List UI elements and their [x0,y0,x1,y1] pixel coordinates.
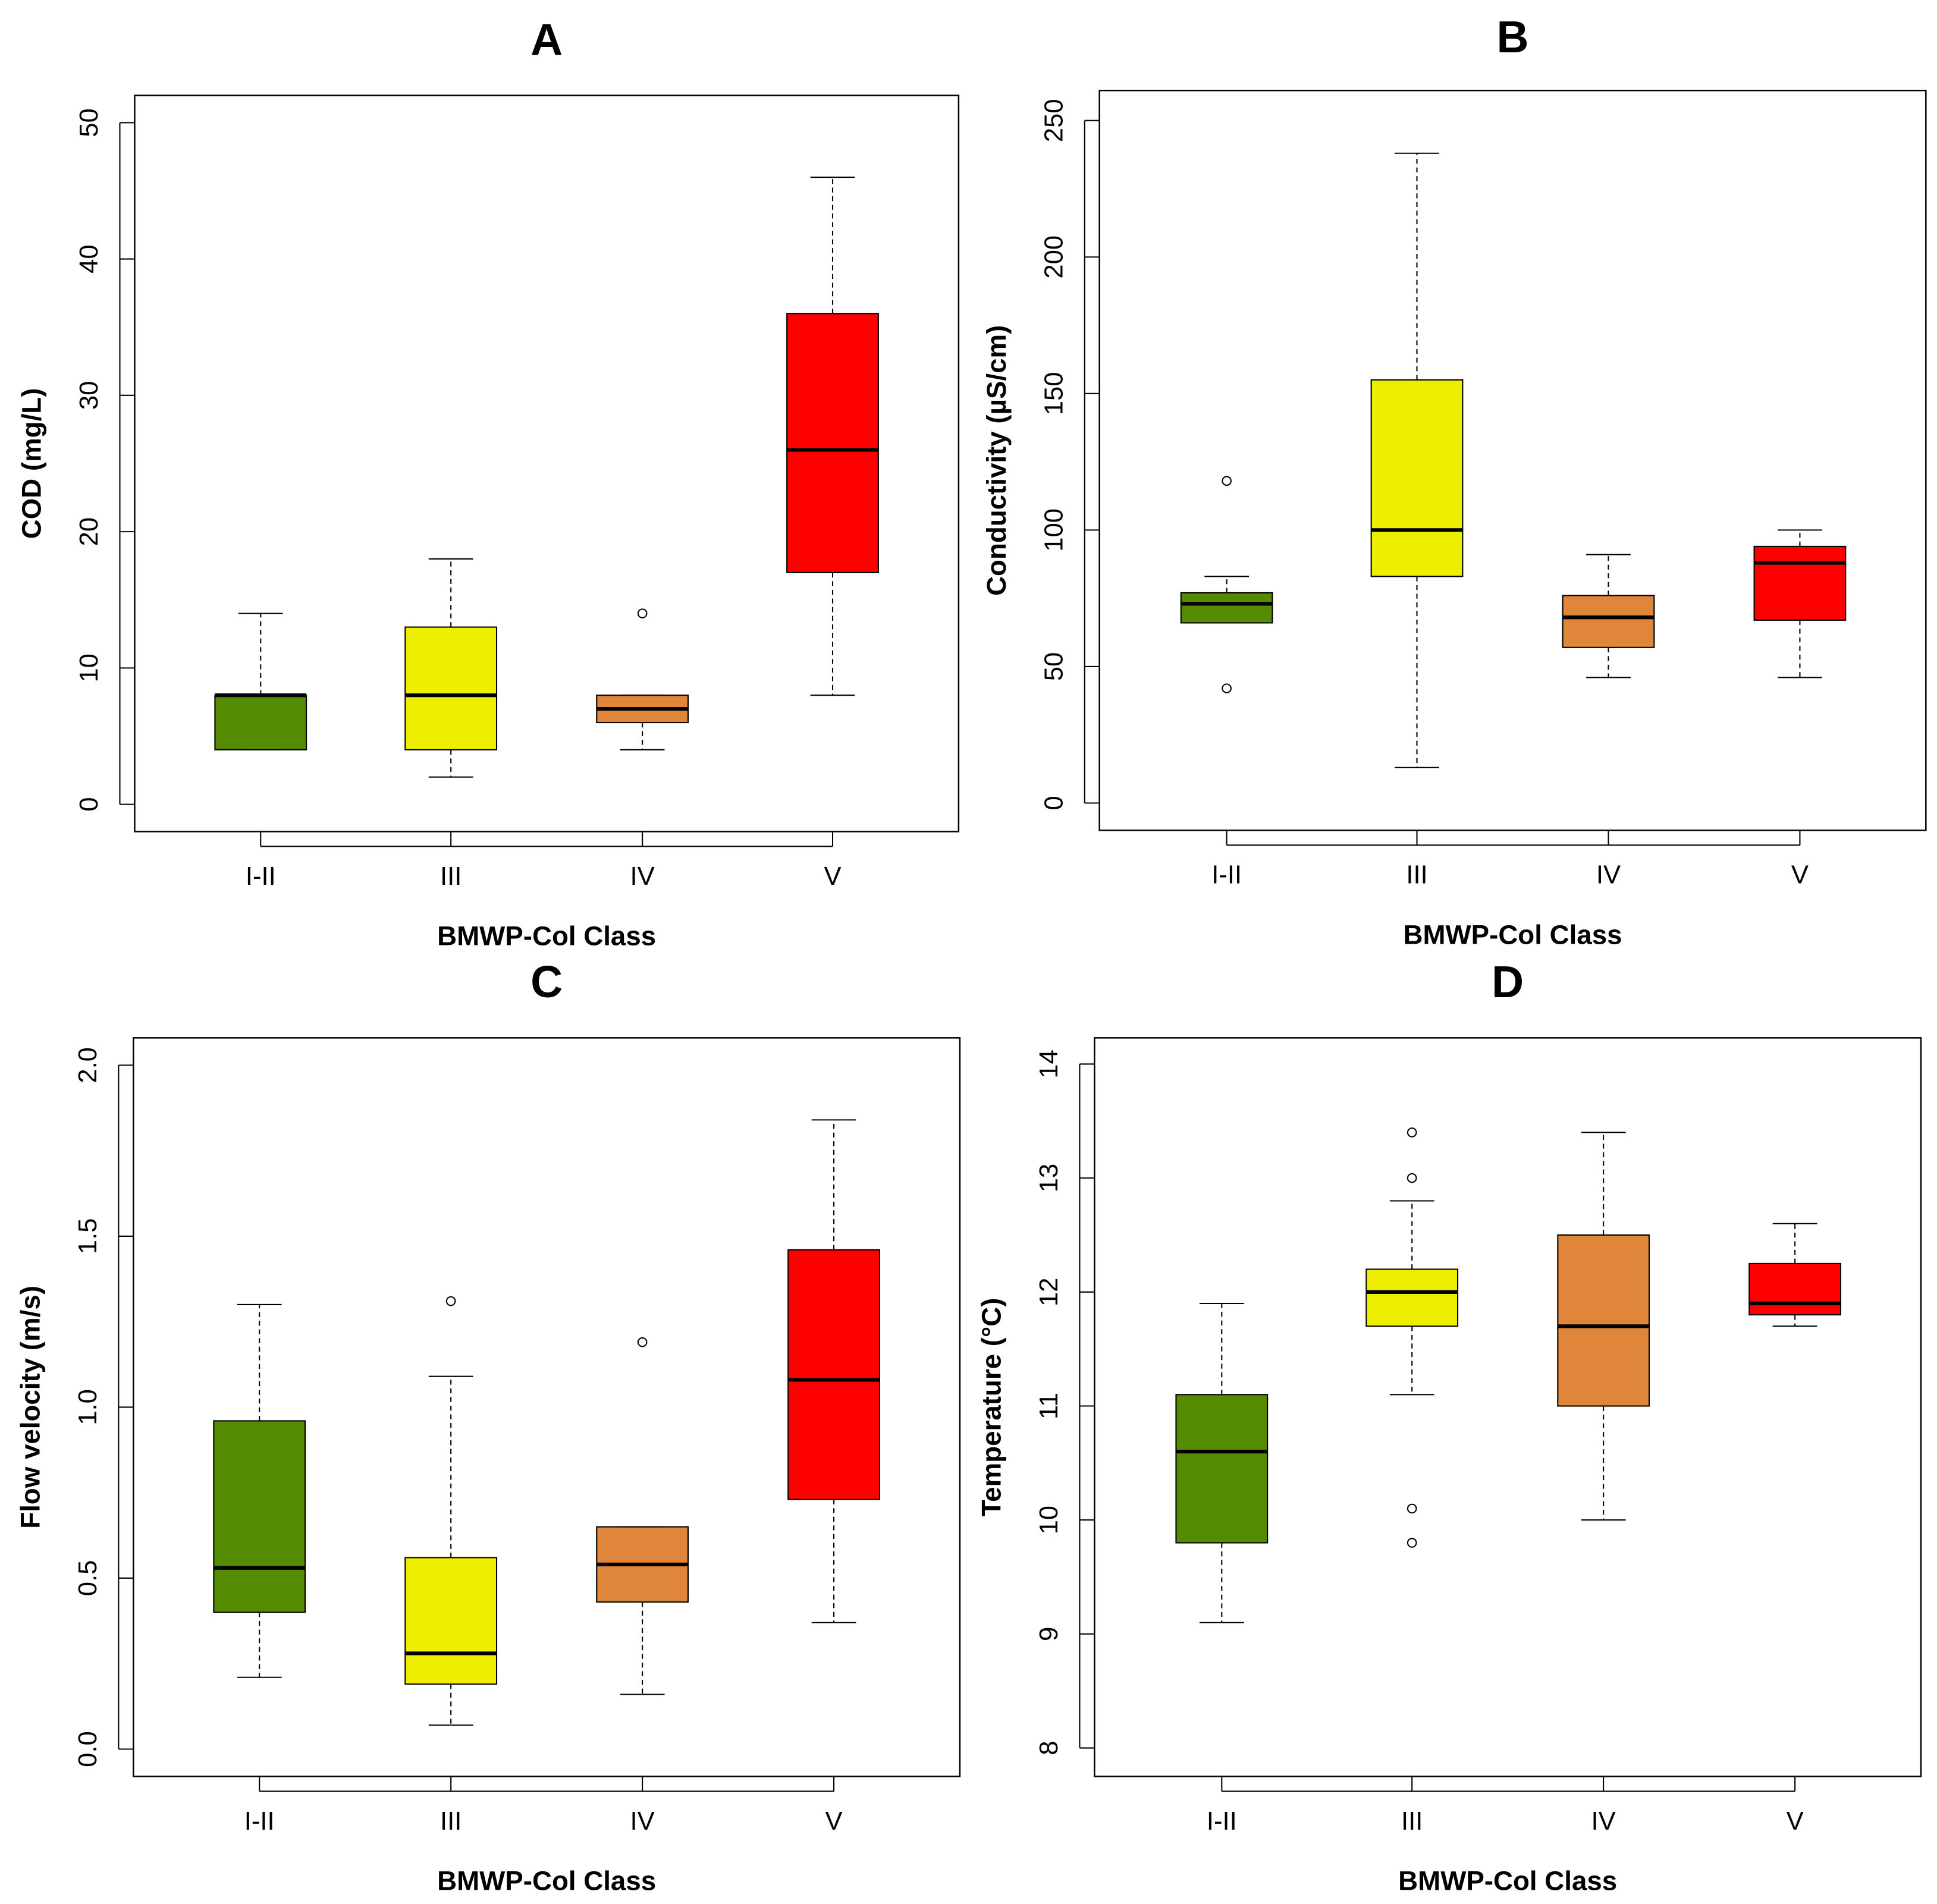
iqr-box [404,1557,498,1685]
iqr-box [1562,595,1655,648]
panel-title: C [530,957,563,1007]
outlier-point [637,608,648,618]
x-tick-label: V [825,1807,843,1836]
x-tick-label: I-II [244,1807,275,1836]
y-tick-label: 2.0 [74,1047,102,1083]
panel-b: B BMWP-Col Class Conductivity (µS/cm) 0 50 10… [981,12,1927,950]
iqr-box [213,1420,306,1613]
iqr-box [1175,1394,1269,1544]
x-tick-label: III [440,862,462,891]
x-tick-label: IV [630,862,655,891]
iqr-box [1180,592,1273,624]
x-tick-label: V [1787,1807,1804,1836]
box-III [404,1296,498,1726]
box-V [1748,1223,1842,1327]
box-V [786,176,879,696]
y-axis-label: Flow velocity (m/s) [15,1286,45,1529]
outlier-point [1407,1173,1417,1183]
x-tick-label: IV [1591,1807,1616,1836]
y-tick-label: 150 [1040,372,1068,415]
iqr-box [787,1249,880,1500]
outlier-point [1407,1503,1417,1514]
y-axis-label: Temperature (°C) [977,1298,1007,1517]
x-tick-label: III [1401,1807,1423,1836]
y-axis-label: COD (mg/L) [17,388,47,539]
y-tick-label: 0 [1040,796,1068,810]
panel-title: D [1492,957,1524,1007]
iqr-box [1557,1234,1650,1407]
panel-title: A [530,14,563,64]
iqr-box [1753,545,1847,621]
y-tick-label: 40 [75,244,103,274]
y-tick-label: 8 [1035,1740,1063,1755]
box-III [1370,152,1464,768]
y-tick-label: 11 [1035,1393,1063,1419]
y-tick-label: 10 [1035,1506,1063,1535]
y-tick-label: 200 [1040,235,1068,279]
outlier-point [1222,476,1232,486]
box-III [1365,1127,1459,1548]
panel-c: C BMWP-Col Class Flow velocity (m/s) 0.0 0.5… [15,957,961,1896]
box-V [1753,529,1847,678]
iqr-box [404,626,498,750]
iqr-box [1748,1262,1842,1316]
y-tick-label: 12 [1035,1278,1063,1307]
x-tick-label: V [824,862,841,891]
y-tick-label: 10 [75,653,103,683]
x-tick-label: I-II [1211,861,1242,890]
y-tick-label: 14 [1035,1050,1063,1079]
y-tick-label: 0.0 [74,1731,102,1767]
box-I-II [1175,1302,1269,1623]
x-tick-label: III [440,1807,462,1836]
y-tick-label: 50 [1040,652,1068,681]
y-tick-label: 20 [75,517,103,546]
x-axis-label: BMWP-Col Class [437,921,656,951]
box-IV [1557,1132,1650,1521]
box-I-II [213,1303,306,1678]
x-tick-label: V [1791,861,1809,890]
x-axis-label: BMWP-Col Class [1398,1866,1617,1896]
outlier-point [1407,1127,1417,1138]
y-tick-label: 0.5 [74,1560,102,1597]
x-tick-label: I-II [246,862,276,891]
y-tick-label: 50 [75,108,103,137]
box-III [404,558,498,778]
outlier-point [1222,683,1232,693]
plot-frame [1094,1037,1922,1777]
y-tick-label: 250 [1040,99,1068,142]
outlier-point [445,1296,456,1306]
plot-frame [134,95,960,832]
x-axis-label: BMWP-Col Class [437,1866,656,1896]
y-tick-label: 100 [1040,508,1068,552]
x-tick-label: IV [630,1807,655,1836]
plot-frame [1098,89,1927,831]
box-I-II [214,612,307,750]
iqr-box [1370,379,1464,577]
box-I-II [1180,476,1273,693]
iqr-box [786,313,879,573]
box-IV [1562,554,1655,678]
panel-title: B [1496,12,1528,62]
iqr-box [1365,1268,1459,1327]
y-tick-label: 1.5 [74,1218,102,1255]
panel-d: D BMWP-Col Class Temperature (°C) 8 9 10 11 12 1… [977,957,1922,1896]
box-IV [596,1337,689,1695]
y-tick-label: 0 [75,797,103,811]
y-tick-label: 1.0 [74,1389,102,1425]
y-tick-label: 9 [1035,1627,1063,1641]
box-IV [596,608,689,750]
y-tick-label: 13 [1035,1164,1063,1193]
iqr-box [214,695,307,750]
x-tick-label: III [1406,861,1427,890]
panel-a: A BMWP-Col Class COD (mg/L) 0 10 20 30 40 50 I-II… [17,14,960,951]
outlier-point [637,1337,648,1347]
y-tick-label: 30 [75,381,103,410]
x-axis-label: BMWP-Col Class [1403,919,1622,950]
outlier-point [1407,1538,1417,1548]
box-V [787,1119,880,1623]
x-tick-label: I-II [1207,1807,1237,1836]
y-axis-label: Conductivity (µS/cm) [981,325,1012,596]
x-tick-label: IV [1596,861,1621,890]
